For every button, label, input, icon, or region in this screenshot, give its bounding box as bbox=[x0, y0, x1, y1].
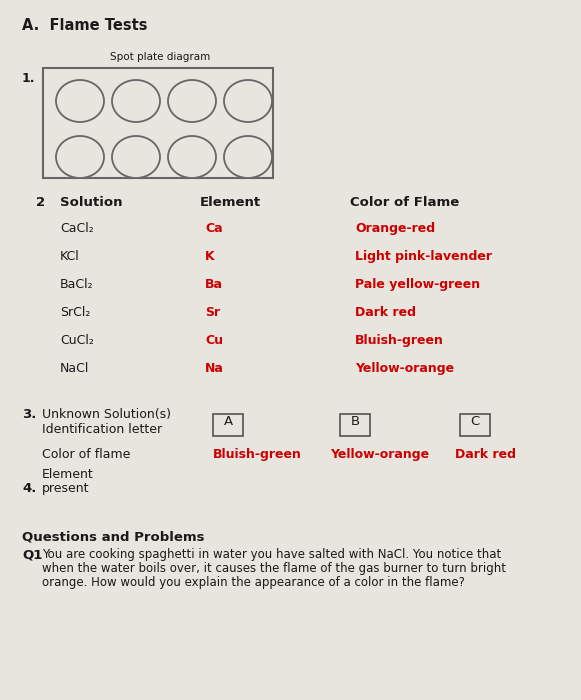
Bar bbox=[43, 68, 273, 178]
Text: Light pink-lavender: Light pink-lavender bbox=[355, 250, 492, 263]
Text: Bluish-green: Bluish-green bbox=[355, 334, 444, 347]
Text: 2: 2 bbox=[36, 196, 45, 209]
Ellipse shape bbox=[224, 80, 272, 122]
Bar bbox=[213, 414, 243, 436]
Text: K: K bbox=[205, 250, 214, 263]
Text: Color of flame: Color of flame bbox=[42, 448, 130, 461]
Text: You are cooking spaghetti in water you have salted with NaCl. You notice that: You are cooking spaghetti in water you h… bbox=[42, 548, 501, 561]
Ellipse shape bbox=[168, 136, 216, 178]
Bar bbox=[340, 414, 370, 436]
Text: 1.: 1. bbox=[22, 72, 35, 85]
Text: Q1: Q1 bbox=[22, 548, 42, 561]
Text: NaCl: NaCl bbox=[60, 362, 89, 375]
Text: A.  Flame Tests: A. Flame Tests bbox=[22, 18, 148, 33]
Text: present: present bbox=[42, 482, 89, 495]
Text: Ba: Ba bbox=[205, 278, 223, 291]
Text: Spot plate diagram: Spot plate diagram bbox=[110, 52, 210, 62]
Text: Questions and Problems: Questions and Problems bbox=[22, 530, 205, 543]
Text: Color of Flame: Color of Flame bbox=[350, 196, 459, 209]
Text: Pale yellow-green: Pale yellow-green bbox=[355, 278, 480, 291]
Ellipse shape bbox=[168, 80, 216, 122]
Text: Unknown Solution(s): Unknown Solution(s) bbox=[42, 408, 171, 421]
Text: Yellow-orange: Yellow-orange bbox=[330, 448, 429, 461]
Text: Yellow-orange: Yellow-orange bbox=[355, 362, 454, 375]
Text: KCl: KCl bbox=[60, 250, 80, 263]
Text: CuCl₂: CuCl₂ bbox=[60, 334, 94, 347]
Ellipse shape bbox=[56, 136, 104, 178]
Text: Dark red: Dark red bbox=[355, 306, 416, 319]
Text: 4.: 4. bbox=[22, 482, 37, 495]
Text: 3.: 3. bbox=[22, 408, 37, 421]
Ellipse shape bbox=[112, 80, 160, 122]
Text: Orange-red: Orange-red bbox=[355, 222, 435, 235]
Text: orange. How would you explain the appearance of a color in the flame?: orange. How would you explain the appear… bbox=[42, 576, 465, 589]
Text: Na: Na bbox=[205, 362, 224, 375]
Text: when the water boils over, it causes the flame of the gas burner to turn bright: when the water boils over, it causes the… bbox=[42, 562, 506, 575]
Ellipse shape bbox=[112, 136, 160, 178]
Ellipse shape bbox=[56, 80, 104, 122]
Text: Bluish-green: Bluish-green bbox=[213, 448, 302, 461]
Text: B: B bbox=[350, 415, 360, 428]
Bar bbox=[460, 414, 490, 436]
Text: Element: Element bbox=[200, 196, 261, 209]
Text: Ca: Ca bbox=[205, 222, 223, 235]
Text: Solution: Solution bbox=[60, 196, 123, 209]
Text: Dark red: Dark red bbox=[455, 448, 516, 461]
Text: CaCl₂: CaCl₂ bbox=[60, 222, 94, 235]
Ellipse shape bbox=[224, 136, 272, 178]
Text: Identification letter: Identification letter bbox=[42, 423, 162, 436]
Text: A: A bbox=[224, 415, 232, 428]
Text: Cu: Cu bbox=[205, 334, 223, 347]
Text: Sr: Sr bbox=[205, 306, 220, 319]
Text: Element: Element bbox=[42, 468, 94, 481]
Text: C: C bbox=[471, 415, 480, 428]
Text: SrCl₂: SrCl₂ bbox=[60, 306, 91, 319]
Text: BaCl₂: BaCl₂ bbox=[60, 278, 94, 291]
